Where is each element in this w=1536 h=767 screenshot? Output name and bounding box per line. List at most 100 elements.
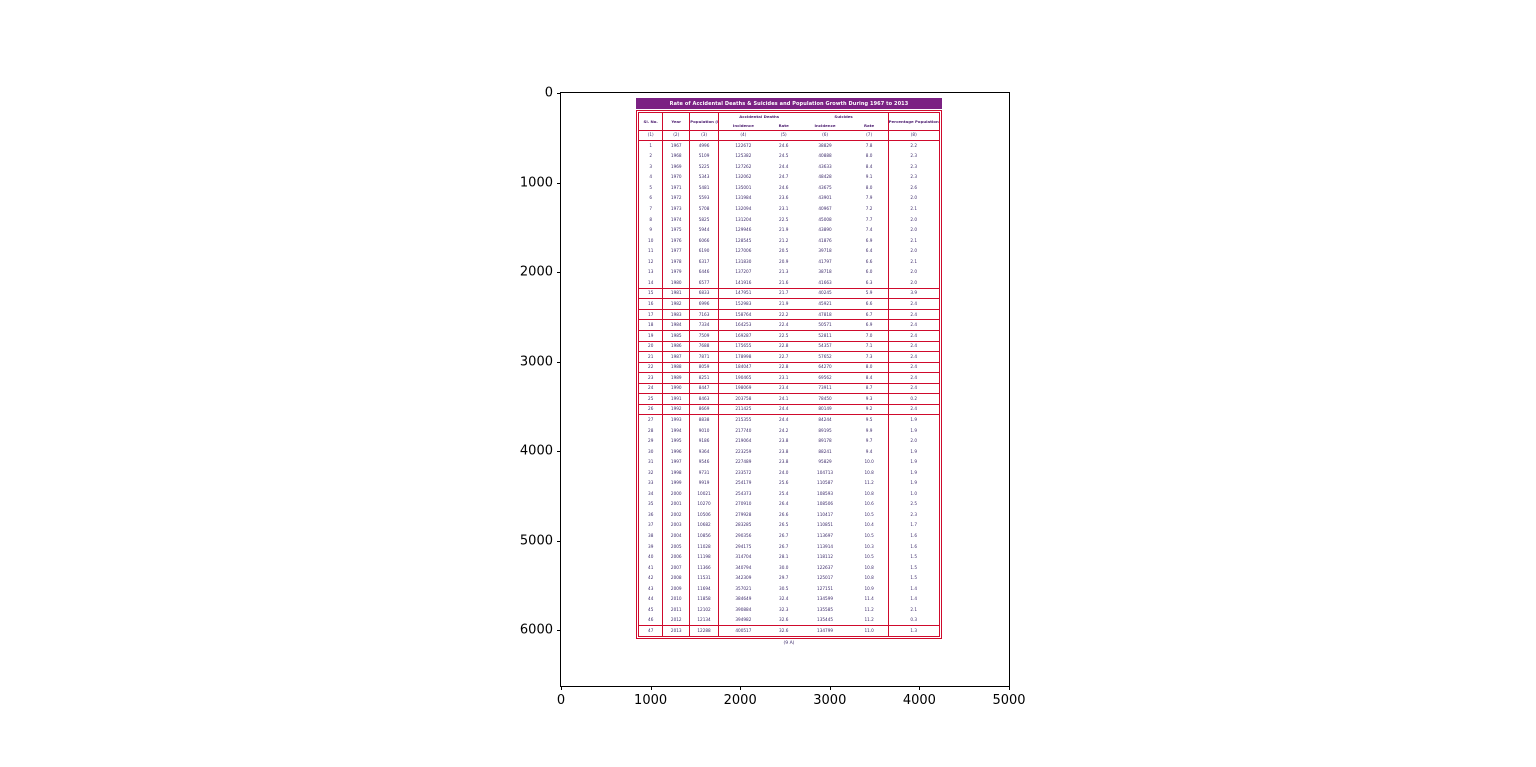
table-cell: 10.5	[850, 509, 889, 521]
table-cell: 108593	[817, 490, 834, 496]
table-cell: 2006	[662, 552, 691, 563]
table-cell: 2000	[662, 488, 691, 500]
table-cell: 1.0	[910, 490, 918, 496]
table-cell: 23.1	[767, 372, 800, 384]
table-cell: 44	[638, 594, 664, 605]
table-cell: 2.4	[888, 372, 940, 384]
table-cell: 34	[638, 488, 664, 500]
table-cell: 1.3	[888, 625, 940, 637]
table-cell: 158764	[718, 308, 768, 321]
table-cell: 1.5	[910, 564, 918, 570]
table-cell: 9364	[689, 446, 719, 458]
table-row: 14 1980 6577 141916 21.6 41663 6.3 2.0	[638, 277, 940, 289]
table-cell: 135445	[817, 617, 834, 623]
table-cell: 33	[638, 478, 664, 489]
table-cell: 10.8	[850, 562, 889, 574]
table-cell: 23.6	[779, 195, 789, 201]
table-cell: 50571	[799, 319, 851, 332]
table-cell: 7334	[689, 319, 719, 332]
table-cell: 2.0	[910, 195, 918, 201]
table-row: 38 2004 10856 290356 26.7 113697 10.5 1.6	[638, 530, 940, 542]
table-cell: 129946	[735, 227, 752, 233]
table-cell: 20.9	[779, 258, 789, 264]
table-row: 39 2005 11028 294175 26.7 113914 10.3 1.6	[638, 541, 940, 553]
table-cell: 1989	[662, 372, 691, 384]
table-cell: 26.6	[779, 511, 789, 517]
table-row: 21 1987 7871 178998 22.7 57652 7.3 2.4	[638, 351, 940, 363]
table-cell: 8838	[689, 414, 719, 426]
table-row: 20 1986 7688 175655 22.8 54357 7.1 2.4	[638, 340, 940, 353]
table-cell: 125017	[817, 575, 834, 581]
table-cell: 219064	[735, 438, 752, 444]
table-cell: 32.3	[779, 606, 789, 612]
table-cell: 30.0	[779, 564, 789, 570]
table-cell: 8251	[689, 372, 719, 384]
table-cell: 1984	[662, 319, 691, 332]
table-cell: 21.2	[779, 237, 789, 243]
table-cell: 9.1	[850, 172, 889, 183]
table-cell: 41663	[818, 279, 832, 285]
table-cell: 40888	[818, 153, 832, 159]
table-cell: 270910	[735, 501, 752, 507]
table-cell: 8463	[689, 393, 719, 405]
table-row: 26 1992 8669 211425 24.4 80149 9.2 2.4	[638, 403, 940, 416]
table-cell: 89178	[818, 438, 832, 444]
table-cell: 110417	[817, 511, 834, 517]
x-tick-label: 0	[556, 693, 566, 708]
table-cell: 10.4	[850, 520, 889, 531]
header-sui-incidence: Incidence	[814, 122, 836, 128]
table-cell: 1974	[662, 214, 691, 226]
table-cell: 104713	[817, 469, 834, 475]
table-cell: 1997	[662, 457, 691, 468]
table-cell: 32.6	[767, 625, 800, 637]
table-cell: 1.9	[910, 480, 918, 486]
table-cell: 41	[638, 562, 664, 574]
table-cell: 26.7	[779, 543, 789, 549]
table-row: 40 2006 11198 314704 28.1 118112 10.5 1.5	[638, 552, 940, 563]
table-cell: 10.8	[850, 488, 889, 500]
table-cell: 2.3	[910, 153, 918, 159]
table-cell: 254373	[735, 490, 752, 496]
table-cell: 6190	[689, 246, 719, 257]
table-cell: 394982	[735, 617, 752, 623]
table-row: 47 2013 12288 400517 32.6 134799 11.0 1.3	[638, 625, 940, 637]
column-number: (1)	[638, 130, 664, 142]
table-cell: 43675	[818, 184, 832, 190]
table-cell: 9186	[689, 436, 719, 447]
table-cell: 22.7	[767, 351, 800, 363]
table-cell: 6.6	[850, 298, 889, 310]
table-cell: 1.4	[910, 585, 918, 591]
table-cell: 46	[638, 615, 664, 626]
y-tick-label: 6000	[519, 622, 553, 638]
table-cell: 5343	[689, 172, 719, 183]
table-cell: 10.0	[850, 457, 889, 468]
table-cell: 24.2	[779, 427, 789, 433]
table-cell: 43633	[818, 163, 832, 169]
table-cell: 9546	[689, 457, 719, 468]
column-number: (5)	[767, 130, 800, 142]
table-cell: 131984	[735, 195, 752, 201]
table-cell: 2.1	[910, 258, 918, 264]
column-number: (3)	[689, 130, 719, 142]
table-cell: 24	[638, 382, 664, 395]
table-cell: 21.6	[779, 279, 789, 285]
table-cell: 2.3	[910, 163, 918, 169]
header-sui-rate: Rate	[850, 121, 889, 131]
table-cell: 2.1	[910, 606, 918, 612]
table-row: 28 1994 9010 217740 24.2 89195 9.9 1.9	[638, 425, 940, 436]
table-cell: 31	[638, 457, 664, 468]
table-cell: 11366	[689, 562, 719, 574]
table-cell: 47818	[799, 308, 851, 321]
table-cell: 15	[638, 287, 664, 300]
table-cell: 40	[638, 552, 664, 563]
table-cell: 43	[638, 583, 664, 595]
table-cell: 2.0	[910, 227, 918, 233]
table-cell: 1.9	[910, 427, 918, 433]
x-tick-mark	[829, 686, 831, 690]
table-row: 41 2007 11366 340794 30.0 122637 10.8 1.5	[638, 562, 940, 574]
table-cell: 113914	[817, 543, 834, 549]
table-cell: 12134	[689, 615, 719, 626]
table-row: 43 2009 11694 357021 30.5 127151 10.9 1.4	[638, 583, 940, 595]
table-cell: 2.4	[888, 382, 940, 395]
table-cell: 21.7	[767, 287, 800, 300]
